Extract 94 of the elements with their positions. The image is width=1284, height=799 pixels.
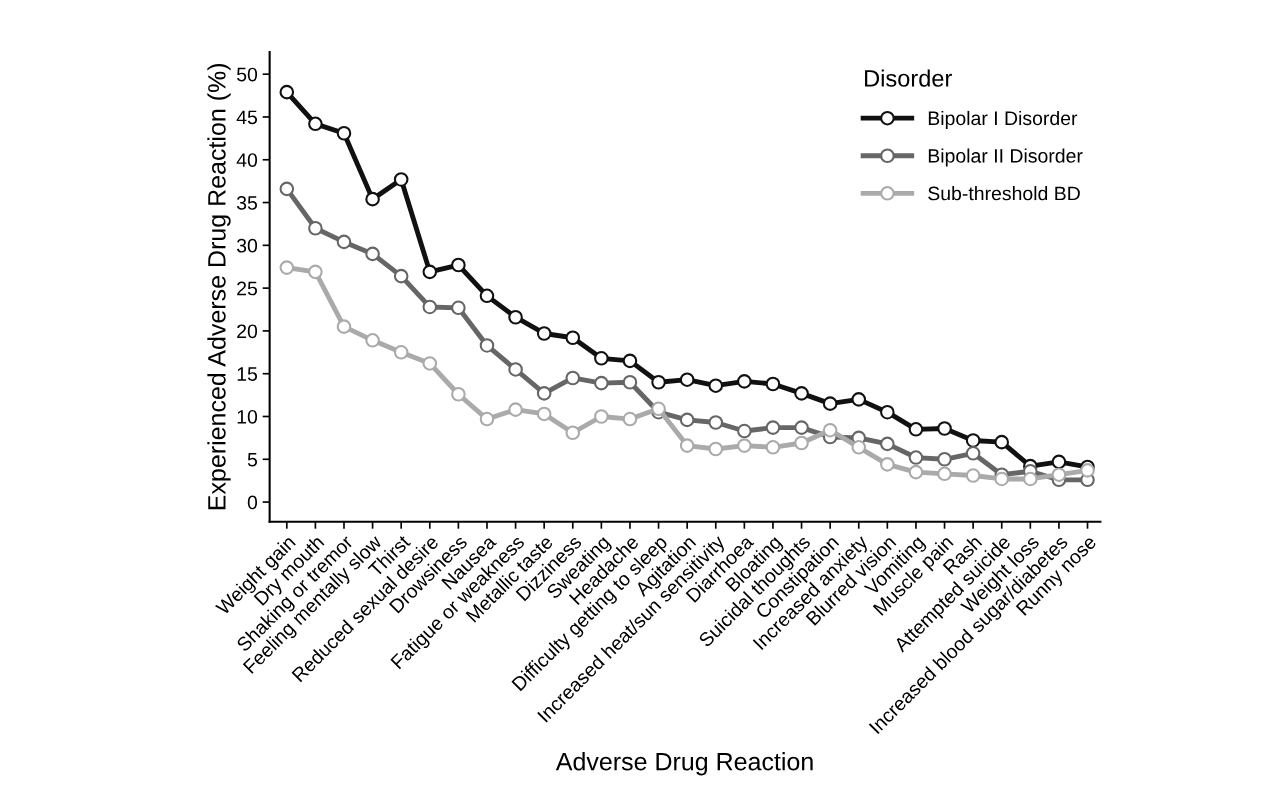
point <box>765 376 781 392</box>
point <box>794 420 809 435</box>
point <box>994 471 1010 487</box>
point <box>765 440 781 455</box>
point <box>651 374 666 390</box>
point <box>536 406 552 422</box>
point <box>908 450 924 465</box>
point <box>851 440 867 455</box>
point <box>451 300 466 316</box>
point <box>1023 471 1038 487</box>
point <box>279 84 295 100</box>
point <box>851 392 867 407</box>
point <box>1051 454 1067 470</box>
point <box>1051 467 1067 482</box>
point <box>393 172 409 187</box>
point <box>794 435 809 451</box>
point <box>622 353 638 369</box>
point <box>336 234 352 250</box>
y-tick-label: 45 <box>236 110 258 125</box>
y-tick-label: 40 <box>236 153 258 167</box>
point <box>365 191 380 207</box>
point <box>479 411 495 427</box>
point <box>451 257 466 273</box>
point <box>565 425 581 441</box>
point <box>279 181 295 197</box>
point <box>965 446 981 461</box>
point <box>479 338 495 353</box>
point <box>880 457 895 472</box>
point <box>451 386 466 402</box>
point <box>536 386 552 401</box>
point <box>422 299 438 315</box>
point <box>365 246 380 262</box>
point <box>594 375 609 391</box>
y-tick-label: 20 <box>237 324 258 339</box>
point <box>336 125 352 141</box>
point <box>594 409 609 424</box>
point <box>393 268 409 284</box>
point <box>937 421 952 436</box>
point <box>737 374 752 389</box>
point <box>594 351 609 366</box>
point <box>937 451 952 467</box>
point <box>422 264 438 280</box>
point <box>393 345 409 360</box>
point <box>880 404 895 420</box>
y-tick-label: 15 <box>237 367 258 381</box>
point <box>679 412 695 428</box>
point <box>365 333 380 348</box>
point <box>908 422 924 437</box>
point <box>822 422 838 438</box>
point <box>679 372 695 387</box>
point <box>508 402 523 417</box>
point <box>708 415 724 430</box>
legend-label: Sub-threshold BD <box>928 186 1080 201</box>
point <box>308 116 323 132</box>
point <box>822 396 838 411</box>
x-axis-title: Adverse Drug Reaction <box>555 752 813 776</box>
point <box>336 319 352 334</box>
point <box>908 464 924 480</box>
y-tick-label: 30 <box>236 238 258 253</box>
point <box>479 288 495 304</box>
point <box>708 378 724 393</box>
legend-title: Disorder <box>865 69 952 87</box>
point <box>308 264 323 280</box>
point <box>308 220 323 236</box>
y-tick-label: 50 <box>236 67 258 82</box>
point <box>422 356 438 371</box>
point <box>536 326 552 341</box>
y-tick-label: 35 <box>236 196 258 210</box>
point <box>765 420 781 435</box>
legend-label: Bipolar II Disorder <box>928 148 1083 167</box>
point <box>880 436 895 452</box>
y-tick-label: 25 <box>237 281 258 296</box>
point <box>508 309 523 325</box>
point <box>565 370 581 386</box>
point <box>737 438 752 453</box>
point <box>994 434 1010 450</box>
y-tick-label: 5 <box>247 452 258 467</box>
point <box>508 362 523 377</box>
point <box>965 468 981 483</box>
y-tick-label: 10 <box>237 409 258 424</box>
legend-label: Bipolar I Disorder <box>928 110 1078 130</box>
point <box>622 374 638 390</box>
point <box>708 441 724 457</box>
y-axis-title: Experienced Adverse Drug Reaction (%) <box>207 63 231 510</box>
point <box>794 386 809 401</box>
point <box>1080 463 1095 478</box>
point <box>937 466 952 482</box>
point <box>279 260 295 275</box>
point <box>565 330 581 346</box>
point <box>679 438 695 453</box>
point <box>737 423 752 439</box>
point <box>965 433 981 448</box>
point <box>622 411 638 427</box>
y-tick-label: 0 <box>247 495 258 510</box>
